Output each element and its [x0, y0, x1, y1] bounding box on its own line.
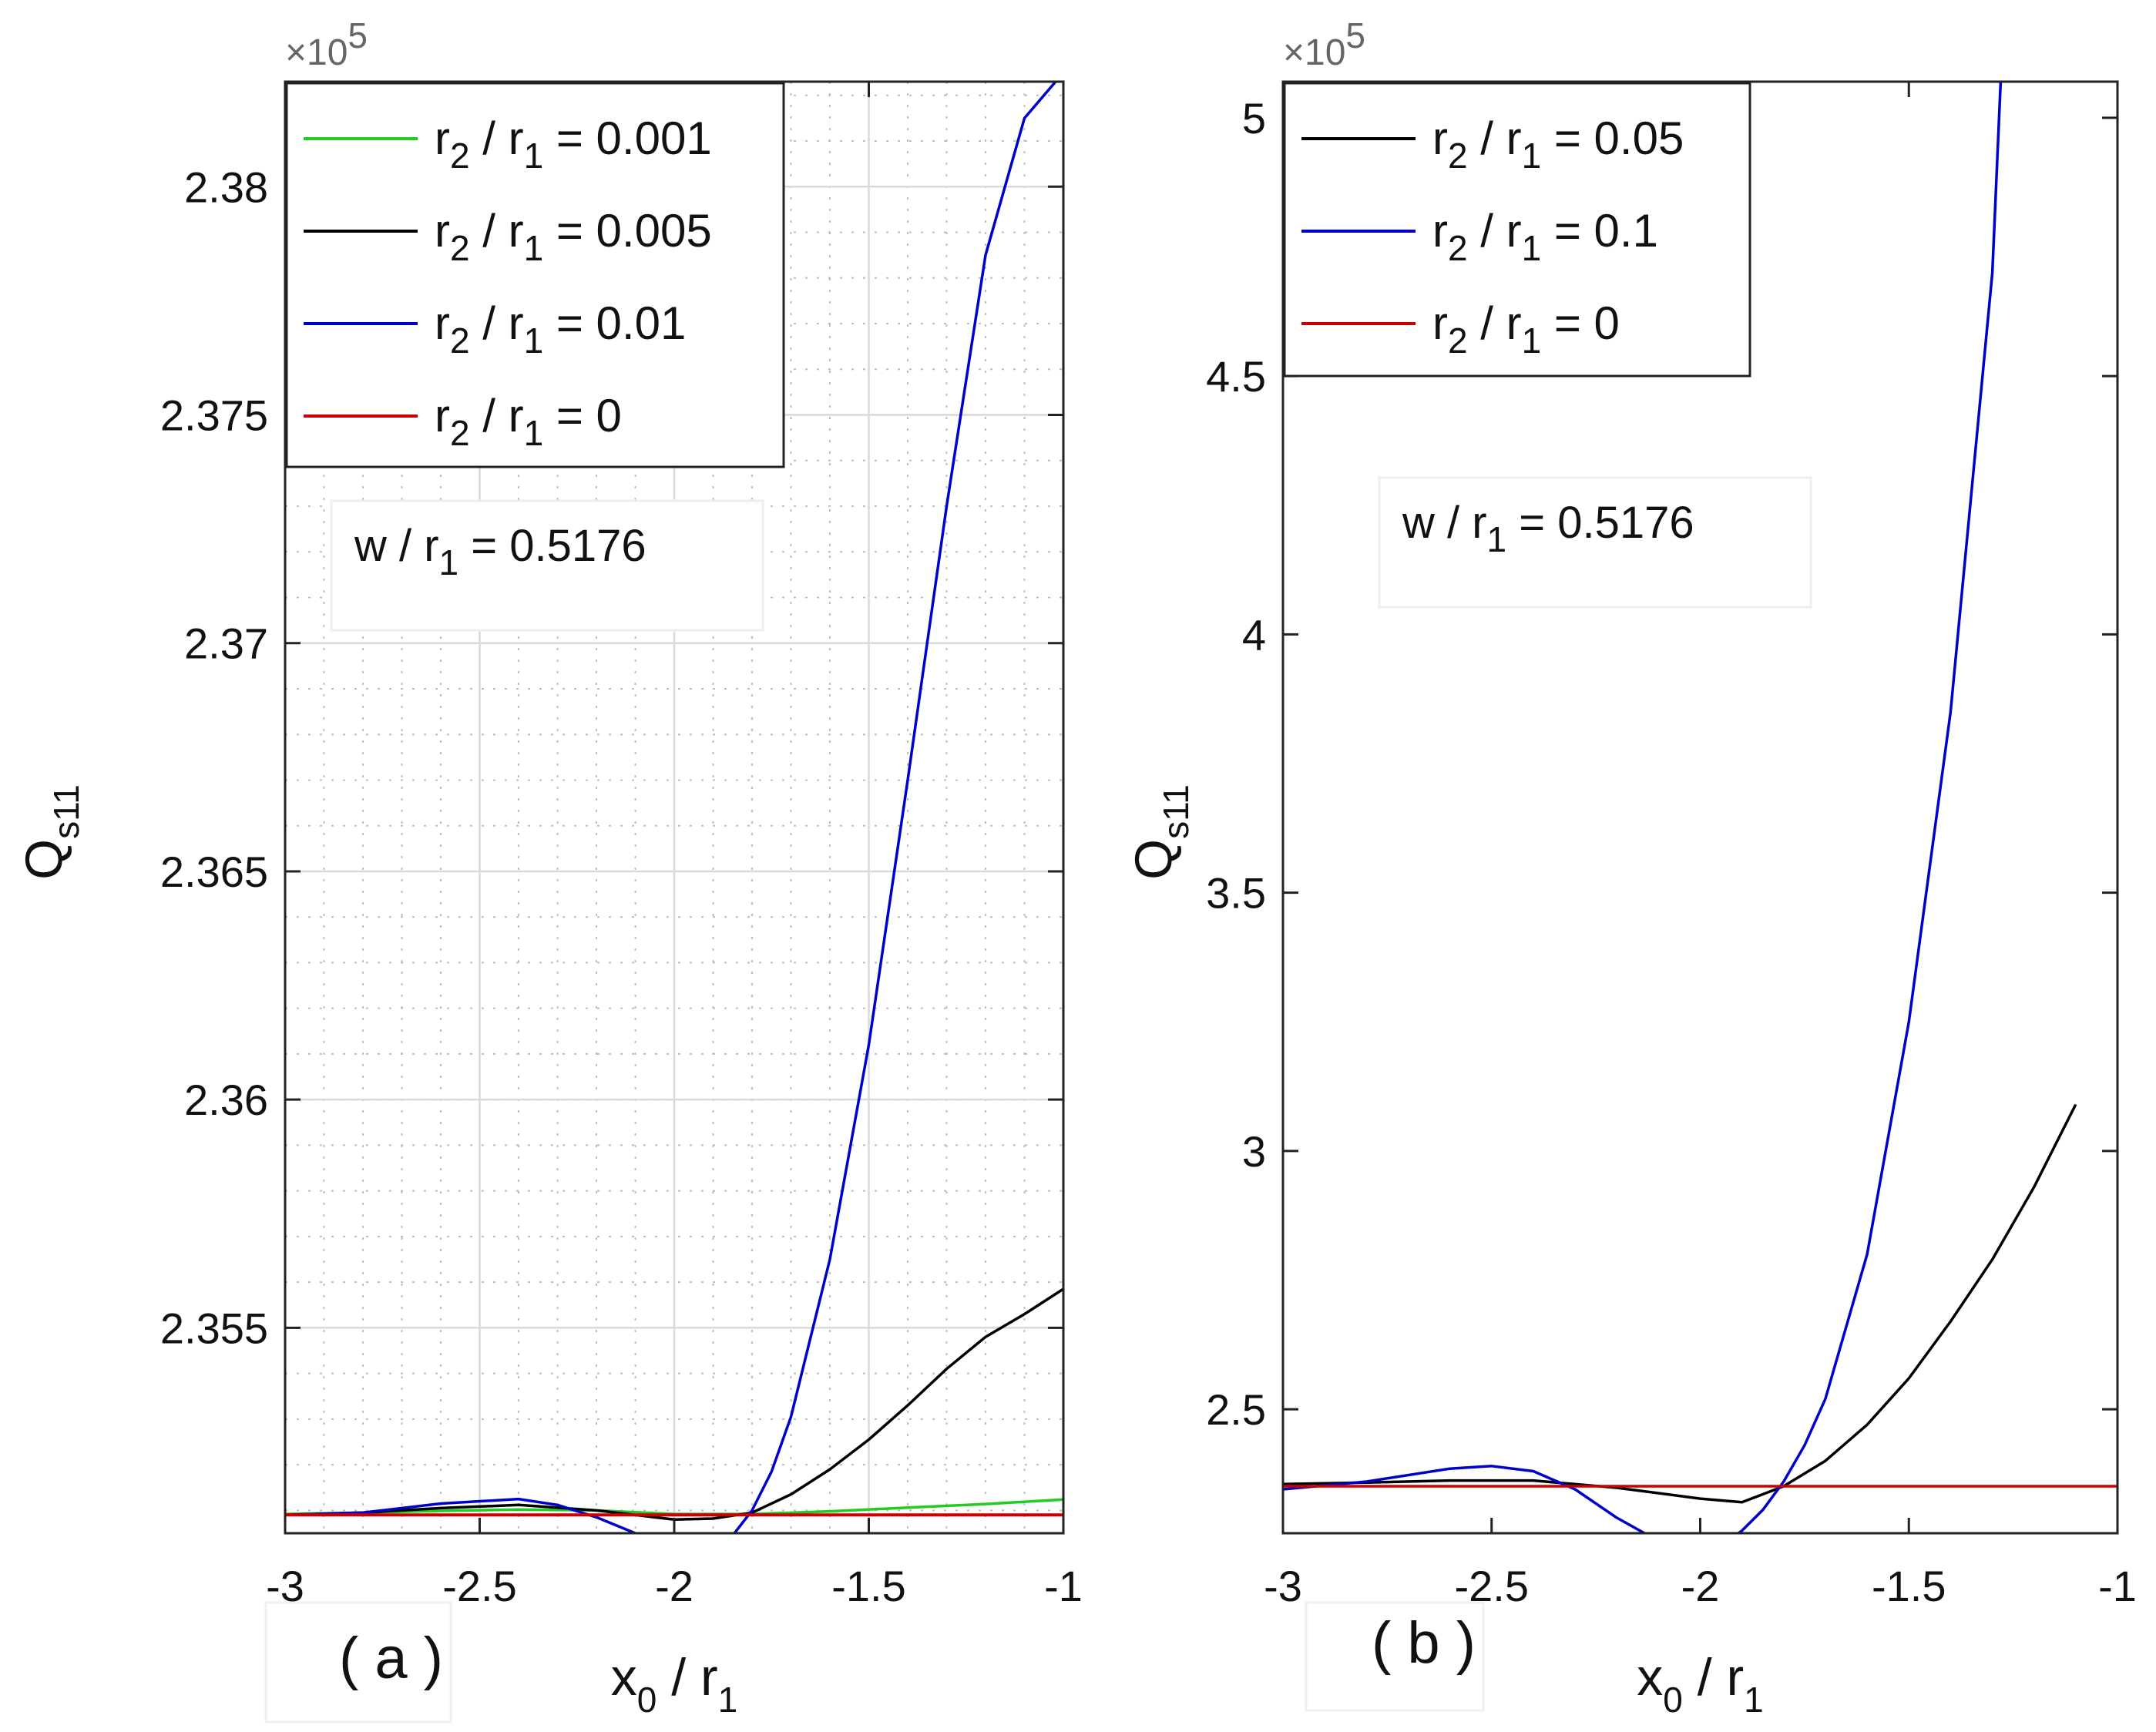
y-tick-label: 3: [1242, 1127, 1266, 1176]
legend-label: r2 / r1 = 0.001: [435, 112, 712, 176]
panel-label-group: ( b ): [1305, 1601, 1485, 1712]
series-group: [1283, 82, 2117, 1533]
legend-label: r2 / r1 = 0.05: [1432, 112, 1684, 176]
annotation: w / r1 = 0.5176: [330, 499, 764, 632]
panel-label: ( a ): [339, 1626, 443, 1691]
legend: r2 / r1 = 0.05 r2 / r1 = 0.1 r2 / r1 = 0: [1283, 82, 1751, 378]
x-tick-label: -3: [1264, 1562, 1302, 1610]
annotation: w / r1 = 0.5176: [1378, 476, 1812, 609]
y-tick-label: 2.5: [1206, 1385, 1266, 1434]
panel-label: ( b ): [1372, 1610, 1476, 1676]
annotation-text: w / r1 = 0.5176: [354, 521, 646, 582]
y-tick-label: 2.38: [184, 163, 268, 211]
annotation-box: [1378, 476, 1812, 609]
x-axis-label: x0 / r1: [611, 1648, 738, 1720]
y-tick-label: 2.36: [184, 1076, 268, 1124]
legend-box: [285, 82, 785, 468]
y-multiplier: ×105: [1283, 15, 1365, 73]
y-multiplier: ×105: [285, 15, 368, 73]
legend-label: r2 / r1 = 0.1: [1432, 205, 1658, 268]
annotation-box: [330, 499, 764, 632]
series-line-r2-r1---0.005: [285, 1287, 1063, 1521]
y-tick-label: 4.5: [1206, 352, 1266, 401]
y-axis-label: Qs11: [15, 784, 86, 880]
legend: r2 / r1 = 0.001 r2 / r1 = 0.005 r2 / r1 = …: [285, 82, 785, 468]
y-tick-label: 3.5: [1206, 869, 1266, 918]
series-line-r2-r1---0.01: [285, 82, 1058, 1533]
y-tick-label: 4: [1242, 610, 1266, 659]
panel-label-group: ( a ): [264, 1601, 452, 1724]
x-axis-label: x0 / r1: [1637, 1648, 1764, 1720]
legend-label: r2 / r1 = 0.01: [435, 297, 686, 361]
chart-panel-a: -3 -2.5 -2 -1.5 -12.3552.362.3652.372.3752.3…: [15, 15, 1083, 1724]
series-line-r2-r1---0.1: [1283, 82, 2003, 1533]
series-group: [285, 82, 1063, 1533]
x-tick-label: -1: [2098, 1562, 2137, 1610]
x-tick-label: -2.5: [442, 1562, 517, 1610]
legend-label: r2 / r1 = 0: [435, 390, 622, 453]
x-tick-label: -1: [1044, 1562, 1083, 1610]
legend-label: r2 / r1 = 0.005: [435, 205, 712, 268]
panel-label-box: [264, 1601, 452, 1724]
y-tick-label: 2.365: [160, 848, 268, 896]
x-tick-label: -1.5: [1872, 1562, 1946, 1610]
y-tick-label: 5: [1242, 94, 1266, 143]
legend-label: r2 / r1 = 0: [1432, 297, 1620, 361]
x-tick-label: -1.5: [831, 1562, 906, 1610]
y-tick-label: 2.37: [184, 619, 268, 668]
annotation-text: w / r1 = 0.5176: [1402, 498, 1694, 559]
panel-label-box: [1305, 1601, 1485, 1712]
y-axis-label: Qs11: [1124, 784, 1196, 880]
x-tick-label: -2: [1681, 1562, 1720, 1610]
y-tick-label: 2.355: [160, 1304, 268, 1352]
y-tick-label: 2.375: [160, 391, 268, 439]
x-tick-label: -2: [655, 1562, 693, 1610]
series-line-r2-r1---0.05: [1283, 1103, 2077, 1504]
